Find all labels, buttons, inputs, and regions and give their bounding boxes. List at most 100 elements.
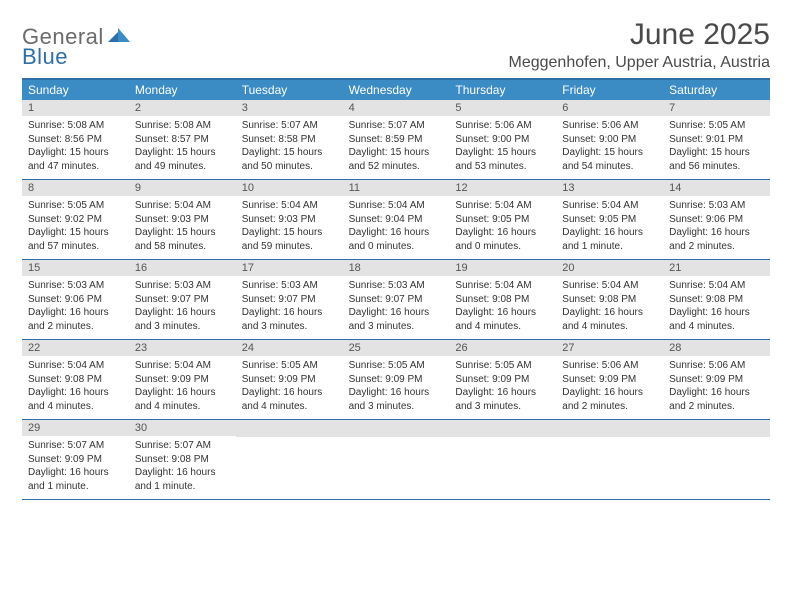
sunset-text: Sunset: 9:07 PM <box>242 293 337 307</box>
sunrise-text: Sunrise: 5:04 AM <box>349 199 444 213</box>
sunset-text: Sunset: 9:07 PM <box>135 293 230 307</box>
day-body: Sunrise: 5:04 AMSunset: 9:08 PMDaylight:… <box>449 276 556 333</box>
daylight-line1: Daylight: 15 hours <box>455 146 550 160</box>
day-body: Sunrise: 5:07 AMSunset: 8:58 PMDaylight:… <box>236 116 343 173</box>
day-body: Sunrise: 5:05 AMSunset: 9:09 PMDaylight:… <box>236 356 343 413</box>
day-cell: 24Sunrise: 5:05 AMSunset: 9:09 PMDayligh… <box>236 340 343 419</box>
sunrise-text: Sunrise: 5:05 AM <box>242 359 337 373</box>
day-number: 25 <box>343 340 450 356</box>
day-body <box>343 437 450 489</box>
day-body: Sunrise: 5:06 AMSunset: 9:00 PMDaylight:… <box>556 116 663 173</box>
weekday-header-row: Sunday Monday Tuesday Wednesday Thursday… <box>22 80 770 100</box>
day-number: 3 <box>236 100 343 116</box>
day-body: Sunrise: 5:04 AMSunset: 9:03 PMDaylight:… <box>129 196 236 253</box>
day-cell: 5Sunrise: 5:06 AMSunset: 9:00 PMDaylight… <box>449 100 556 179</box>
day-cell <box>343 420 450 499</box>
daylight-line2: and 4 minutes. <box>562 320 657 334</box>
daylight-line1: Daylight: 15 hours <box>135 226 230 240</box>
day-number: 18 <box>343 260 450 276</box>
week-row: 1Sunrise: 5:08 AMSunset: 8:56 PMDaylight… <box>22 100 770 180</box>
sunrise-text: Sunrise: 5:03 AM <box>28 279 123 293</box>
day-number: 24 <box>236 340 343 356</box>
day-cell <box>663 420 770 499</box>
weekday-sunday: Sunday <box>22 80 129 100</box>
day-cell: 26Sunrise: 5:05 AMSunset: 9:09 PMDayligh… <box>449 340 556 419</box>
day-number: 2 <box>129 100 236 116</box>
day-number: 1 <box>22 100 129 116</box>
day-number: 26 <box>449 340 556 356</box>
daylight-line1: Daylight: 16 hours <box>135 386 230 400</box>
day-cell: 9Sunrise: 5:04 AMSunset: 9:03 PMDaylight… <box>129 180 236 259</box>
sunset-text: Sunset: 9:09 PM <box>242 373 337 387</box>
day-cell: 11Sunrise: 5:04 AMSunset: 9:04 PMDayligh… <box>343 180 450 259</box>
day-cell: 18Sunrise: 5:03 AMSunset: 9:07 PMDayligh… <box>343 260 450 339</box>
daylight-line2: and 2 minutes. <box>562 400 657 414</box>
sunrise-text: Sunrise: 5:04 AM <box>562 199 657 213</box>
daylight-line2: and 0 minutes. <box>349 240 444 254</box>
sunset-text: Sunset: 9:09 PM <box>135 373 230 387</box>
day-body: Sunrise: 5:03 AMSunset: 9:07 PMDaylight:… <box>129 276 236 333</box>
week-row: 29Sunrise: 5:07 AMSunset: 9:09 PMDayligh… <box>22 420 770 500</box>
daylight-line2: and 3 minutes. <box>135 320 230 334</box>
sunset-text: Sunset: 9:05 PM <box>455 213 550 227</box>
sunrise-text: Sunrise: 5:03 AM <box>242 279 337 293</box>
daylight-line1: Daylight: 16 hours <box>669 226 764 240</box>
day-number: 7 <box>663 100 770 116</box>
day-cell: 2Sunrise: 5:08 AMSunset: 8:57 PMDaylight… <box>129 100 236 179</box>
sunset-text: Sunset: 9:02 PM <box>28 213 123 227</box>
day-body <box>556 437 663 489</box>
day-body <box>663 437 770 489</box>
sunset-text: Sunset: 9:01 PM <box>669 133 764 147</box>
daylight-line2: and 4 minutes. <box>455 320 550 334</box>
sunrise-text: Sunrise: 5:03 AM <box>349 279 444 293</box>
day-cell: 8Sunrise: 5:05 AMSunset: 9:02 PMDaylight… <box>22 180 129 259</box>
day-cell <box>556 420 663 499</box>
day-number: 30 <box>129 420 236 436</box>
daylight-line1: Daylight: 16 hours <box>28 466 123 480</box>
day-body: Sunrise: 5:05 AMSunset: 9:02 PMDaylight:… <box>22 196 129 253</box>
day-cell: 6Sunrise: 5:06 AMSunset: 9:00 PMDaylight… <box>556 100 663 179</box>
sunrise-text: Sunrise: 5:06 AM <box>562 119 657 133</box>
daylight-line2: and 1 minute. <box>135 480 230 494</box>
day-body: Sunrise: 5:07 AMSunset: 8:59 PMDaylight:… <box>343 116 450 173</box>
day-cell: 19Sunrise: 5:04 AMSunset: 9:08 PMDayligh… <box>449 260 556 339</box>
day-cell: 30Sunrise: 5:07 AMSunset: 9:08 PMDayligh… <box>129 420 236 499</box>
daylight-line1: Daylight: 16 hours <box>669 306 764 320</box>
sunrise-text: Sunrise: 5:03 AM <box>669 199 764 213</box>
day-cell: 7Sunrise: 5:05 AMSunset: 9:01 PMDaylight… <box>663 100 770 179</box>
day-body: Sunrise: 5:04 AMSunset: 9:05 PMDaylight:… <box>556 196 663 253</box>
daylight-line2: and 59 minutes. <box>242 240 337 254</box>
day-cell: 27Sunrise: 5:06 AMSunset: 9:09 PMDayligh… <box>556 340 663 419</box>
sunrise-text: Sunrise: 5:07 AM <box>349 119 444 133</box>
daylight-line2: and 56 minutes. <box>669 160 764 174</box>
sunset-text: Sunset: 9:04 PM <box>349 213 444 227</box>
day-body <box>449 437 556 489</box>
sunset-text: Sunset: 9:09 PM <box>669 373 764 387</box>
daylight-line1: Daylight: 15 hours <box>135 146 230 160</box>
sunset-text: Sunset: 9:09 PM <box>455 373 550 387</box>
day-number: 6 <box>556 100 663 116</box>
daylight-line1: Daylight: 15 hours <box>242 226 337 240</box>
day-cell: 10Sunrise: 5:04 AMSunset: 9:03 PMDayligh… <box>236 180 343 259</box>
day-number: 19 <box>449 260 556 276</box>
sunset-text: Sunset: 9:09 PM <box>349 373 444 387</box>
day-body: Sunrise: 5:04 AMSunset: 9:04 PMDaylight:… <box>343 196 450 253</box>
day-body: Sunrise: 5:05 AMSunset: 9:09 PMDaylight:… <box>343 356 450 413</box>
sunset-text: Sunset: 9:07 PM <box>349 293 444 307</box>
daylight-line1: Daylight: 16 hours <box>28 386 123 400</box>
daylight-line2: and 3 minutes. <box>455 400 550 414</box>
daylight-line2: and 53 minutes. <box>455 160 550 174</box>
sunset-text: Sunset: 9:00 PM <box>562 133 657 147</box>
day-body: Sunrise: 5:07 AMSunset: 9:09 PMDaylight:… <box>22 436 129 493</box>
day-number <box>449 420 556 437</box>
daylight-line2: and 58 minutes. <box>135 240 230 254</box>
day-cell: 3Sunrise: 5:07 AMSunset: 8:58 PMDaylight… <box>236 100 343 179</box>
daylight-line1: Daylight: 15 hours <box>669 146 764 160</box>
sunrise-text: Sunrise: 5:04 AM <box>455 279 550 293</box>
sunset-text: Sunset: 9:08 PM <box>669 293 764 307</box>
day-cell <box>236 420 343 499</box>
daylight-line1: Daylight: 16 hours <box>349 386 444 400</box>
sunset-text: Sunset: 8:56 PM <box>28 133 123 147</box>
daylight-line1: Daylight: 16 hours <box>455 306 550 320</box>
week-row: 8Sunrise: 5:05 AMSunset: 9:02 PMDaylight… <box>22 180 770 260</box>
